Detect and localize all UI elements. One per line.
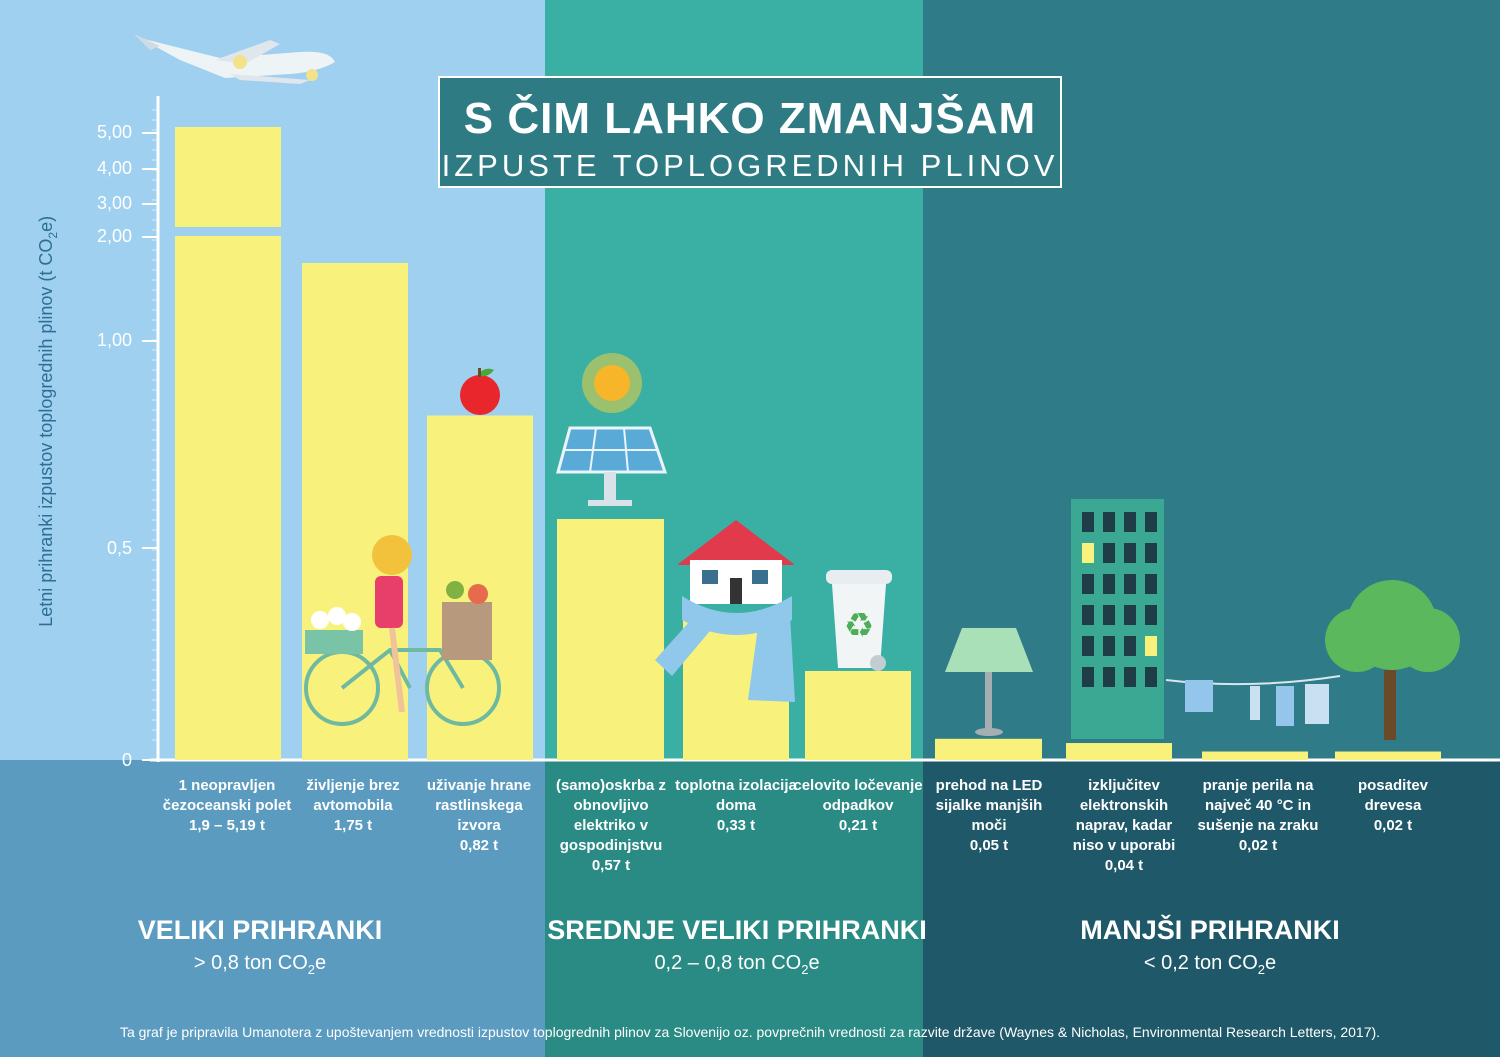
recycle-bin-icon: ♻ [826,570,892,671]
window [1145,543,1157,563]
airplane-icon [134,34,335,84]
window [1124,605,1136,625]
y-tick-label: 3,00 [96,193,132,213]
y-tick-label: 5,00 [96,122,132,142]
window [1082,574,1094,594]
category-label: celovito ločevanje odpadkov 0,21 t [793,777,923,834]
window [1082,543,1094,563]
y-tick-label: 0 [121,750,132,770]
scarf-icon [655,596,795,702]
y-axis-minor-ticks [142,109,158,761]
y-tick-label: 0,5 [106,538,132,558]
group-large-savings: VELIKI PRIHRANKI > 0,8 ton CO2e [60,915,460,977]
value-label: 0,04 t [1104,857,1144,874]
page-subtitle: IZPUSTE TOPLOGREDNIH PLINOV [441,148,1059,183]
category-label: uživanje hrane rastlinskega izvora 0,82 t [414,776,544,856]
window [1082,512,1094,532]
window [1145,667,1157,687]
value-label: 0,57 t [591,857,631,874]
y-tick-label: 4,00 [96,158,132,178]
window [1103,605,1115,625]
category-label: pranje perila na največ 40 °C in sušenje… [1193,776,1323,856]
window [1145,574,1157,594]
source-footnote: Ta graf je pripravila Umanotera z upošte… [119,1024,1381,1040]
window [1103,574,1115,594]
value-label: 0,02 t [1373,817,1413,834]
window [1082,667,1094,687]
cyclist-icon [304,535,501,726]
y-tick-label: 1,00 [96,330,132,350]
building-icon [1071,499,1164,739]
bar [935,738,1042,760]
group-medium-savings: SREDNJE VELIKI PRIHRANKI 0,2 – 0,8 ton C… [547,915,927,977]
window [1103,667,1115,687]
bar [557,519,664,760]
clothesline-icon [1165,675,1341,726]
solar-panel-icon [556,426,668,506]
house-icon [677,520,795,604]
group-range: < 0,2 ton CO2e [1143,952,1277,977]
bar [302,263,408,760]
group-range: > 0,8 ton CO2e [193,952,327,977]
window [1124,512,1136,532]
window [1145,605,1157,625]
value-label: 1,9 – 5,19 t [189,817,265,834]
bar [1066,743,1172,760]
sun-icon [582,353,642,413]
value-label: 1,75 t [333,817,373,834]
category-label: 1 neopravljen čezoceanski polet 1,9 – 5,1… [162,777,292,834]
y-tick-label: 2,00 [96,226,132,246]
category-label: življenje brez avtomobila 1,75 t [288,776,418,836]
bar [1202,751,1308,760]
window [1082,636,1094,656]
window [1103,543,1115,563]
bottom-small-savings [923,760,1500,1057]
value-label: 0,33 t [716,817,756,834]
y-axis-label: Letni prihranki izpustov toplogrednih pl… [36,215,60,627]
window [1124,636,1136,656]
tree-icon [1325,580,1460,740]
category-label: toplotna izolacija doma 0,33 t [671,776,801,836]
value-label: 0,02 t [1238,837,1278,854]
lamp-icon [945,628,1033,736]
group-name: VELIKI PRIHRANKI [137,915,383,945]
window [1103,636,1115,656]
bottom-large-savings [0,760,545,1057]
svg-text:♻: ♻ [844,606,874,646]
page-title: S ČIM LAHKO ZMANJŠAM [463,94,1037,143]
group-small-savings: MANJŠI PRIHRANKI < 0,2 ton CO2e [1010,915,1410,977]
bottom-medium-savings [545,760,923,1057]
bar [805,670,911,760]
title-box: S ČIM LAHKO ZMANJŠAM IZPUSTE TOPLOGREDNI… [438,76,1062,188]
category-label: prehod na LED sijalke manjših moči 0,05 t [924,776,1054,856]
apple-icon [460,368,500,415]
group-range: 0,2 – 0,8 ton CO2e [654,952,820,977]
window [1145,636,1157,656]
axis-break-gap [175,227,281,236]
window [1082,605,1094,625]
category-label: (samo)oskrba z obnovljivo elektriko v go… [546,776,676,876]
window [1124,543,1136,563]
window [1124,574,1136,594]
category-label: posaditev drevesa 0,02 t [1328,776,1458,836]
group-name: SREDNJE VELIKI PRIHRANKI [547,915,927,945]
bar [175,127,281,760]
category-label: izključitev elektronskih naprav, kadar n… [1059,776,1189,876]
group-name: MANJŠI PRIHRANKI [1080,915,1340,945]
window [1103,512,1115,532]
bar [1335,751,1441,760]
value-label: 0,05 t [969,837,1009,854]
value-label: 0,21 t [838,817,878,834]
value-label: 0,82 t [459,837,499,854]
window [1124,667,1136,687]
window [1145,512,1157,532]
